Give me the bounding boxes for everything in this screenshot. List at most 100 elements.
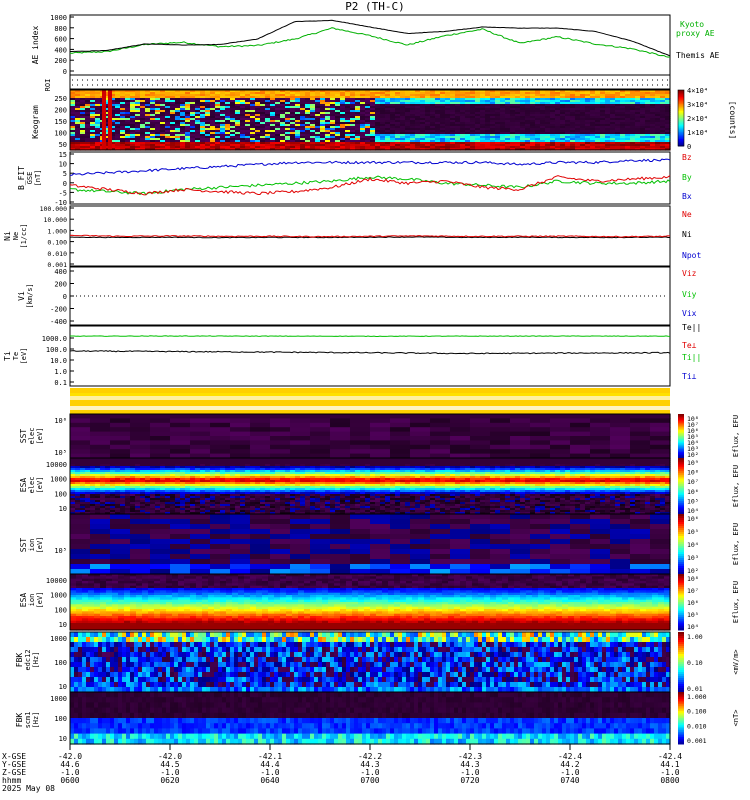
keogram-ytick-4: 50 <box>59 141 67 149</box>
sst-e-cell <box>450 444 471 450</box>
keogram-cell <box>615 94 621 97</box>
keogram-cell <box>210 140 216 143</box>
keogram-cell <box>585 132 591 135</box>
keogram-cell <box>475 92 481 95</box>
keogram-cell <box>470 112 476 115</box>
keogram-cell <box>275 108 281 111</box>
keogram-cell <box>500 116 506 119</box>
keogram-cell <box>545 98 551 101</box>
keogram-cell <box>405 112 411 115</box>
bfield-ytick-2: 5 <box>63 170 67 178</box>
keogram-cell <box>560 110 566 113</box>
keogram-cell <box>415 100 421 103</box>
keogram-cell <box>240 134 246 137</box>
keogram-cell <box>520 110 526 113</box>
keogram-cell <box>410 122 416 125</box>
keogram-cell <box>175 140 181 143</box>
keogram-cell <box>495 144 501 147</box>
keogram-cell <box>260 90 266 93</box>
keogram-cell <box>145 106 151 109</box>
keogram-cell <box>300 126 306 129</box>
keogram-cell <box>310 128 316 131</box>
keogram-cell <box>560 120 566 123</box>
keogram-cell <box>315 130 321 133</box>
keogram-cell <box>540 118 546 121</box>
sst-e-cell <box>230 436 251 441</box>
keogram-cell <box>480 144 486 147</box>
keogram-cell <box>560 102 566 105</box>
keogram-cell <box>475 136 481 139</box>
keogram-cell <box>580 112 586 115</box>
keogram-cell <box>430 110 436 113</box>
keogram-cell <box>355 146 361 149</box>
keogram-cell <box>225 148 231 151</box>
sst-e-cell <box>410 436 431 441</box>
keogram-cell <box>535 94 541 97</box>
keogram-cell <box>190 134 196 137</box>
keogram-cell <box>125 92 131 95</box>
keogram-cell <box>505 124 511 127</box>
keogram-cell <box>205 106 211 109</box>
keogram-cell <box>525 142 531 145</box>
keogram-cell <box>260 108 266 111</box>
keogram-cell <box>170 112 176 115</box>
keogram-cell <box>125 140 131 143</box>
keogram-cell <box>405 120 411 123</box>
sst-e-cell <box>550 440 571 446</box>
keogram-cell <box>195 118 201 121</box>
keogram-cell <box>270 146 276 149</box>
keogram-cell <box>145 112 151 115</box>
keogram-cell <box>560 138 566 141</box>
keogram-cell <box>370 138 376 141</box>
keogram-cell <box>90 146 96 149</box>
keogram-cell <box>370 108 376 111</box>
keogram-cell <box>110 148 116 151</box>
keogram-cell <box>320 98 326 101</box>
keogram-cell <box>555 148 561 151</box>
sst-e-cell <box>370 444 391 450</box>
keogram-cell <box>120 110 126 113</box>
keogram-cell <box>190 104 196 107</box>
keogram-cell <box>560 104 566 107</box>
sst-e-cell <box>150 444 171 450</box>
keogram-cell <box>520 136 526 139</box>
keogram-cell <box>525 92 531 95</box>
keogram-cell <box>345 92 351 95</box>
keogram-cell <box>245 126 251 129</box>
keogram-cell <box>205 124 211 127</box>
keogram-cell <box>170 90 176 93</box>
keogram-cell <box>550 104 556 107</box>
keogram-cell <box>450 120 456 123</box>
keogram-cell <box>605 116 611 119</box>
keogram-cell <box>480 124 486 127</box>
keogram-cell <box>580 114 586 117</box>
keogram-cell <box>205 98 211 101</box>
keogram-cell <box>165 140 171 143</box>
keogram-cell <box>395 108 401 111</box>
keogram-cell <box>90 124 96 127</box>
keogram-cell <box>370 118 376 121</box>
keogram-cell <box>135 118 141 121</box>
keogram-cell <box>135 92 141 95</box>
keogram-cell <box>130 114 136 117</box>
keogram-cell <box>460 110 466 113</box>
keogram-cell <box>205 92 211 95</box>
keogram-cell <box>380 96 386 99</box>
keogram-cell <box>85 106 91 109</box>
temperature-legend-te-par: Te|| <box>682 323 701 332</box>
keogram-cell <box>185 134 191 137</box>
sst-e-cell <box>430 418 451 424</box>
keogram-cell <box>505 112 511 115</box>
keogram-cell <box>595 132 601 135</box>
keogram-cell <box>145 100 151 103</box>
keogram-cell <box>310 98 316 101</box>
keogram-cell <box>615 126 621 129</box>
keogram-cell <box>165 112 171 115</box>
sst-e-cell <box>650 418 671 424</box>
keogram-cell <box>600 142 606 145</box>
keogram-cell <box>270 114 276 117</box>
keogram-cell <box>395 116 401 119</box>
keogram-cell <box>465 108 471 111</box>
keogram-cell <box>500 142 506 145</box>
keogram-cell <box>140 114 146 117</box>
